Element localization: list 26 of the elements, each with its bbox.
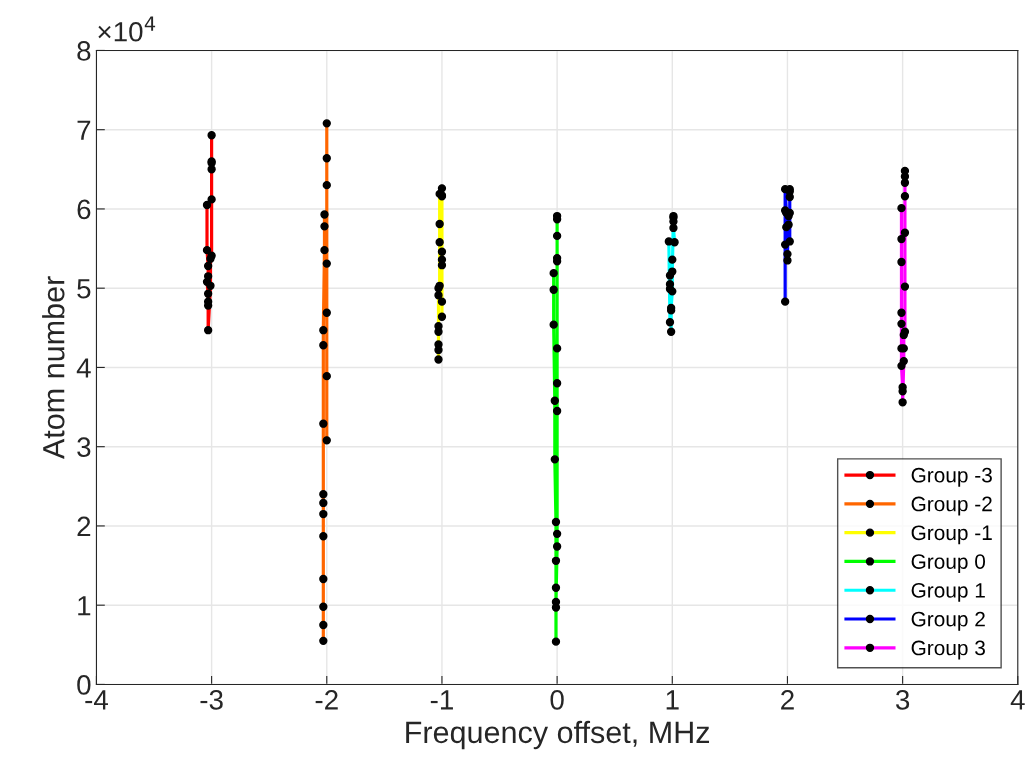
x-tick-label: 1 (666, 690, 679, 710)
y-tick-label: 5 (77, 279, 91, 299)
legend-label: Group -1 (911, 525, 992, 545)
y-tick-label: 7 (77, 120, 91, 140)
x-tick-label: 0 (550, 690, 564, 710)
legend-label: Group 1 (911, 582, 985, 602)
x-tick-label: -1 (430, 690, 453, 710)
y-tick-label: 3 (77, 437, 91, 458)
legend-label: Group -3 (911, 467, 992, 487)
x-tick-label: -3 (200, 690, 223, 710)
legend-label: Group -2 (911, 496, 992, 516)
legend-label: Group 2 (911, 611, 985, 631)
x-tick-label: -2 (315, 690, 338, 710)
y-tick-label: 4 (76, 358, 91, 378)
y-tick-label: 1 (78, 596, 91, 616)
x-tick-label: 3 (895, 690, 910, 710)
y-axis-title: Atom number (42, 276, 65, 460)
y-tick-label: 8 (77, 41, 91, 61)
legend-label: Group 3 (911, 640, 985, 660)
legend-label: Group 0 (911, 554, 986, 574)
x-tick-label: 2 (781, 690, 794, 710)
text: ×10$^{4}$ (98, 16, 156, 42)
x-tick-label: 4 (1010, 690, 1025, 710)
x-axis-title: Frequency offset, MHz (406, 720, 710, 750)
y-tick-label: 6 (77, 199, 91, 220)
y-tick-label: 2 (77, 516, 91, 536)
